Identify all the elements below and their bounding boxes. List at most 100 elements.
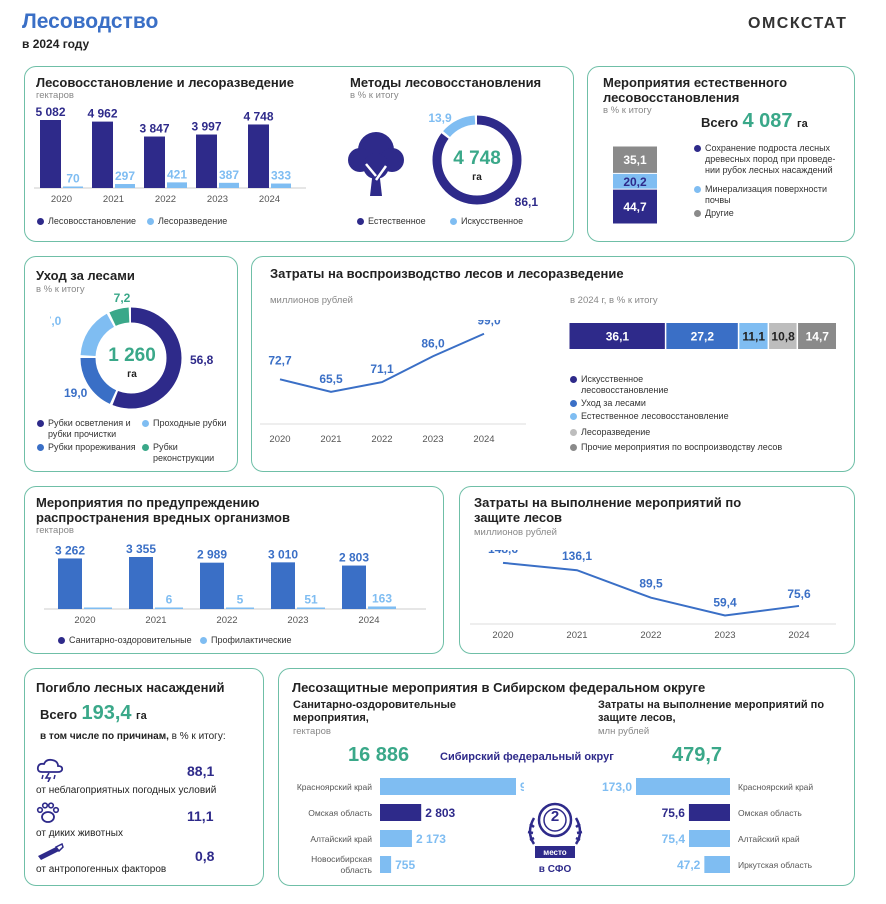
costs-point-label-2020: 72,7 <box>268 353 292 367</box>
care-center-value: 1 260 <box>108 345 156 366</box>
protect-tick-2021: 2021 <box>566 630 587 641</box>
reforest-tick-2024: 2024 <box>259 194 280 205</box>
loss-item-value-3: 0,8 <box>195 848 215 864</box>
reforest-title: Лесовосстановление и лесоразведение <box>36 75 294 90</box>
reforest-bar-s1-2024 <box>248 124 269 188</box>
pests-bar-s1-2024 <box>342 565 366 609</box>
loss-item-label-2: от диких животных <box>36 828 123 839</box>
costs-point-label-2024: 99,0 <box>477 320 501 328</box>
reforest-bar-s1-2021 <box>92 121 113 188</box>
costs-seg-0 <box>569 323 665 349</box>
pests-unit: гектаров <box>36 525 74 536</box>
sfo-right-bar-0 <box>636 778 730 795</box>
pests-title: Мероприятия по предупреждению распростра… <box>36 495 290 525</box>
natural-legend-2: Минерализация поверхности почвы <box>694 184 844 206</box>
sfo-left-value-3: 755 <box>395 858 415 872</box>
pests-legend-1: Санитарно-оздоровительные <box>58 635 192 645</box>
pests-tick-2020: 2020 <box>74 615 95 626</box>
card-pests <box>24 486 444 654</box>
care-title: Уход за лесами <box>36 268 135 283</box>
protect-unit: миллионов рублей <box>474 527 557 538</box>
pests-label-s2-2021: 6 <box>166 593 173 607</box>
reforest-legend-2: Лесоразведение <box>147 216 227 226</box>
natural-seg-label-2: 35,1 <box>623 153 647 167</box>
saw-icon <box>38 843 64 860</box>
card-reforestation <box>24 66 574 242</box>
protect-point-label-2023: 59,4 <box>713 595 737 609</box>
natural-seg-label-1: 20,2 <box>623 175 647 189</box>
reforest-label-s2-2023: 387 <box>219 168 239 182</box>
sfo-right-value-0: 173,0 <box>602 780 632 794</box>
card-care <box>24 256 238 472</box>
protect-point-label-2024: 75,6 <box>787 587 811 601</box>
pests-bar-s2-2023 <box>297 607 325 609</box>
costs-point-label-2022: 71,1 <box>370 362 394 376</box>
sfo-right-cat-0: Красноярский край <box>738 782 813 792</box>
costs-point-label-2023: 86,0 <box>421 336 445 350</box>
sfo-right-value-2: 75,4 <box>662 832 686 846</box>
natural-legend-3: Другие <box>694 208 734 218</box>
pests-label-s2-2023: 51 <box>304 593 318 607</box>
methods-center-unit: га <box>472 172 482 183</box>
sfo-right-unit: млн рублей <box>598 726 650 737</box>
reforest-label-s2-2024: 333 <box>271 169 291 183</box>
reforest-tick-2022: 2022 <box>155 194 176 205</box>
reforest-tick-2023: 2023 <box>207 194 228 205</box>
sfo-left-unit: гектаров <box>293 726 331 737</box>
pests-label-s1-2023: 3 010 <box>268 547 298 561</box>
tree-icon <box>348 132 404 196</box>
costs-seg-2 <box>739 323 768 349</box>
sfo-left-cat-0: Красноярский край <box>297 782 372 792</box>
costs-unit: миллионов рублей <box>270 295 353 306</box>
natural-unit: в % к итогу <box>603 105 652 116</box>
pests-bar-s2-2022 <box>226 607 254 609</box>
reforest-bar-s2-2021 <box>115 184 135 188</box>
sfo-right-bar-1 <box>688 804 730 821</box>
sfo-left-bar-0 <box>380 778 516 795</box>
pests-bar-s1-2022 <box>200 562 224 609</box>
pests-bar-s2-2024 <box>368 606 396 609</box>
care-unit: в % к итогу <box>36 284 85 295</box>
protect-tick-2024: 2024 <box>788 630 809 641</box>
pests-tick-2024: 2024 <box>358 615 379 626</box>
methods-legend-1: Естественное <box>357 216 426 226</box>
pests-tick-2021: 2021 <box>145 615 166 626</box>
natural-seg-1 <box>613 173 657 189</box>
sfo-right-bar-chart: 173,0 Красноярский край 75,6 Омская область… <box>602 778 813 873</box>
care-slice-label-1: 19,0 <box>64 386 88 400</box>
sfo-right-cat-3: Иркутская область <box>738 860 813 870</box>
care-slice-label-0: 56,8 <box>190 353 214 367</box>
reforest-bar-s2-2022 <box>167 182 187 188</box>
methods-unit: в % к итогу <box>350 90 399 101</box>
sfo-left-cat-2: Алтайский край <box>310 834 372 844</box>
sfo-right-bar-2 <box>689 830 730 847</box>
costs-seg-4 <box>798 323 836 349</box>
costs-title: Затраты на воспроизводство лесов и лесор… <box>270 266 624 281</box>
costs-share-bar: 36,1 27,2 11,1 10,8 14,7 <box>569 323 836 349</box>
costs-tick-2023: 2023 <box>422 434 443 445</box>
medal-place: в СФО <box>538 864 572 875</box>
costs-seg-label-2: 11,1 <box>742 330 765 344</box>
reforest-label-s2-2022: 421 <box>167 167 187 181</box>
loss-item-value-2: 11,1 <box>187 808 214 824</box>
pests-tick-2022: 2022 <box>216 615 237 626</box>
reforest-label-s1-2022: 3 847 <box>139 122 169 136</box>
methods-slice-label-1: 13,9 <box>428 111 452 125</box>
reforest-bar-s1-2022 <box>144 136 165 188</box>
reforest-bar-s2-2020 <box>63 186 83 188</box>
protect-series-line <box>502 561 800 617</box>
reforest-bar-chart: 5 082 70 2020 4 962 297 2021 3 847 421 2022 3 997… <box>34 105 306 205</box>
reforest-bar-s2-2024 <box>271 183 291 188</box>
sfo-left-total: 16 886 <box>348 744 410 766</box>
costs-legend-2: Уход за лесами <box>570 398 646 408</box>
costs-seg-3 <box>769 323 797 349</box>
medal-icon <box>527 802 583 858</box>
card-costs <box>251 256 855 472</box>
pests-label-s1-2020: 3 262 <box>55 543 85 557</box>
methods-slice-label-0: 86,1 <box>515 195 539 209</box>
reforest-label-s2-2021: 297 <box>115 169 135 183</box>
loss-title: Погибло лесных насаждений <box>36 680 225 695</box>
care-center-unit: га <box>127 369 137 380</box>
costs-share-unit: в 2024 г, в % к итогу <box>570 295 658 306</box>
costs-seg-label-1: 27,2 <box>691 330 715 344</box>
